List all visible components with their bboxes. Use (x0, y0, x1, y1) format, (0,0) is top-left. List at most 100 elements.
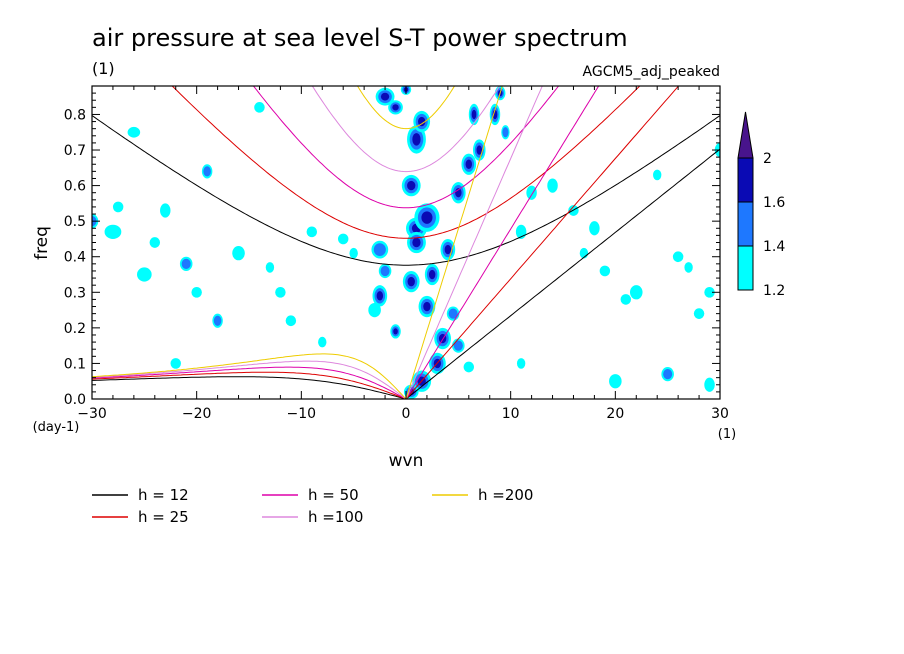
spectral-power-patch (306, 226, 318, 238)
spectral-power-patch (471, 109, 477, 120)
y-axis-label: freq (32, 226, 52, 260)
spectral-power-patch (285, 315, 297, 327)
spectral-power-patch (704, 286, 715, 298)
spectral-power-patch (232, 246, 245, 261)
spectral-power-patch (684, 262, 693, 273)
spectral-power-patch (275, 286, 286, 298)
spectral-power-patch (254, 102, 265, 113)
legend-label: h = 12 (138, 486, 189, 504)
y-tick-label: 0.4 (64, 250, 86, 266)
spectral-power-patch (453, 340, 463, 351)
y-tick-label: 0.7 (64, 143, 86, 159)
dispersion-curve (92, 366, 407, 399)
y-tick-label: 0.0 (64, 392, 86, 408)
spectral-power-patch (149, 237, 161, 248)
spectral-power-patch (672, 251, 684, 263)
legend-label: h =200 (478, 486, 533, 504)
spectral-power-patch (609, 374, 622, 389)
spectral-power-patch (127, 126, 141, 138)
spectral-power-patch (407, 180, 416, 191)
spectral-power-patch (380, 92, 390, 101)
spectral-power-patch (547, 178, 558, 193)
spectral-power-patch (629, 285, 643, 300)
spectral-power-patch (160, 203, 171, 218)
x-tick-label: 30 (711, 406, 729, 422)
dispersion-curve (92, 376, 407, 399)
spectral-power-patch (502, 127, 509, 138)
spectral-power-patch (137, 267, 152, 282)
spectral-power-patch (693, 308, 705, 319)
colorbar-triangle (737, 111, 754, 159)
dispersion-curve (405, 86, 543, 399)
spectral-power-patch (349, 247, 358, 259)
legend-label: h =100 (308, 508, 363, 526)
spectral-power-patch (526, 185, 537, 200)
y-tick-label: 0.3 (64, 285, 86, 301)
dispersion-curves (92, 86, 720, 399)
colorbar-label: 1.2 (763, 283, 785, 299)
spectral-power-patch (418, 116, 426, 127)
x-tick-label: −30 (77, 406, 107, 422)
spectral-power-patch (203, 166, 211, 177)
dispersion-curve (405, 86, 680, 399)
x-tick-label: 10 (502, 406, 520, 422)
spectral-power-patch (112, 201, 124, 213)
spectral-power-patch (318, 336, 327, 348)
colorbar: 2 1.6 1.4 1.2 (737, 111, 785, 299)
dispersion-curve (405, 86, 503, 399)
y-tick-label: 0.6 (64, 179, 86, 195)
spectral-power-patch (620, 294, 632, 305)
spectral-power-patch (368, 302, 381, 318)
curve-legend: h = 12 h = 25 h = 50 h =100 h =200 (92, 486, 533, 526)
spectral-power-patch (516, 358, 526, 369)
spectral-power-patch (170, 358, 181, 369)
colorbar-label: 1.6 (763, 195, 785, 211)
spectral-power-patch (104, 224, 122, 239)
dispersion-curve (171, 86, 641, 239)
colorbar-label: 1.4 (763, 239, 785, 255)
x-axis-label: wvn (389, 451, 424, 471)
dispersion-curve (405, 86, 600, 399)
spectral-power-patch (663, 368, 673, 380)
y-tick-label: 0.8 (64, 107, 86, 123)
dispersion-curve (311, 86, 501, 173)
dispersion-curve (92, 371, 407, 399)
x-tick-label: 0 (402, 406, 411, 422)
spectral-power-patch (423, 301, 431, 312)
spectral-power-patch (407, 276, 415, 287)
dispersion-curve (405, 148, 720, 399)
legend-label: h = 25 (138, 508, 189, 526)
spectral-power-patch (393, 328, 398, 335)
spectral-power-patch (412, 237, 421, 248)
spectral-power-patch (704, 377, 715, 392)
spectral-power-patch (476, 145, 483, 155)
spectral-power-patch (376, 291, 384, 301)
plot-frame (91, 85, 721, 400)
spectral-power-patch (463, 361, 475, 373)
y-tick-label: 0.2 (64, 321, 86, 337)
x-tick-label: −20 (182, 406, 212, 422)
x-axis: −30 −20 −10 0 10 20 30 (77, 86, 729, 422)
spectral-power-patch (392, 104, 399, 111)
dispersion-curve (92, 115, 720, 266)
spectral-power-patch (373, 243, 386, 257)
spectral-power-patch (421, 211, 433, 224)
y-axis-unit: (day-1) (33, 420, 80, 435)
colorbar-segment (737, 157, 754, 203)
spectral-power-patch (265, 262, 275, 273)
colorbar-label: 2 (763, 151, 772, 167)
colorbar-segment (737, 201, 754, 247)
dispersion-curve (356, 86, 456, 130)
y-tick-label: 0.1 (64, 356, 86, 372)
spectral-power-patch (380, 265, 390, 277)
spectral-power-patch (444, 244, 452, 255)
dispersion-curve (92, 360, 407, 399)
spectral-power-patch (465, 159, 473, 169)
colorbar-segment (737, 245, 754, 291)
spectral-power-patch (191, 286, 202, 298)
spectral-power-patch (181, 258, 191, 269)
spectral-power-patch (448, 308, 458, 319)
chart-title: air pressure at sea level S-T power spec… (92, 24, 628, 52)
spectral-power-patch (599, 265, 611, 277)
